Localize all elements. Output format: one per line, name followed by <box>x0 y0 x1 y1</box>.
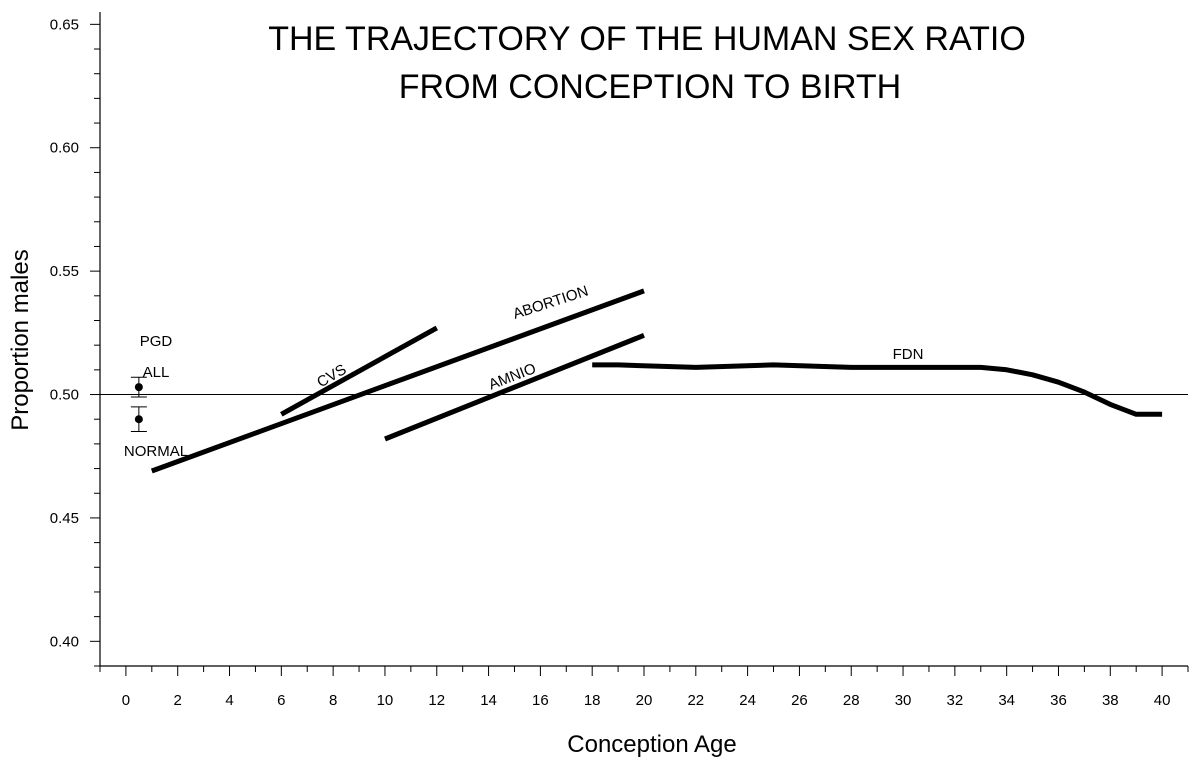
label-fdn: FDN <box>893 346 924 363</box>
annotation-pgd: PGD <box>140 333 173 350</box>
series-line-amnio <box>384 332 645 442</box>
x-tick-label: 2 <box>174 692 182 709</box>
x-tick-label: 22 <box>687 692 704 709</box>
x-tick-label: 34 <box>998 692 1015 709</box>
x-tick-label: 36 <box>1050 692 1067 709</box>
data-point-normal <box>134 415 143 424</box>
chart-title-line-1: THE TRAJECTORY OF THE HUMAN SEX RATIO <box>268 20 1026 58</box>
x-tick-label: 30 <box>895 692 912 709</box>
axes <box>99 12 1188 667</box>
chart-marks <box>100 288 1188 474</box>
annotation-normal: NORMAL <box>124 443 188 460</box>
x-tick-label: 0 <box>122 692 130 709</box>
y-tick-label: 0.60 <box>50 140 79 157</box>
x-tick-label: 26 <box>791 692 808 709</box>
y-tick-label: 0.50 <box>50 387 79 404</box>
x-tick-label: 4 <box>225 692 233 709</box>
ticks: 0.400.450.500.550.600.650 2 4 6 8 10 12 14 16 18 2… <box>50 16 1189 709</box>
data-point-all <box>134 383 143 392</box>
y-axis-title: Proportion males <box>7 249 34 430</box>
x-tick-label: 6 <box>277 692 285 709</box>
x-tick-label: 14 <box>480 692 497 709</box>
x-tick-label: 8 <box>329 692 337 709</box>
x-tick-label: 20 <box>636 692 653 709</box>
x-tick-label: 18 <box>584 692 601 709</box>
y-tick-label: 0.40 <box>50 633 79 650</box>
x-tick-label: 38 <box>1102 692 1119 709</box>
series-line-cvs <box>280 325 439 417</box>
x-tick-label: 40 <box>1154 692 1171 709</box>
x-tick-label: 28 <box>843 692 860 709</box>
y-tick-label: 0.65 <box>50 16 79 33</box>
y-tick-label: 0.55 <box>50 263 79 280</box>
annotation-all: ALL <box>143 364 170 381</box>
x-tick-label: 32 <box>947 692 964 709</box>
x-axis-title: Conception Age <box>567 731 736 758</box>
chart-title-line-2: FROM CONCEPTION TO BIRTH <box>399 68 901 106</box>
series-line-abortion <box>150 288 645 474</box>
x-tick-label: 12 <box>428 692 445 709</box>
y-tick-label: 0.45 <box>50 510 79 527</box>
x-tick-label: 24 <box>739 692 756 709</box>
series-line-fdn <box>592 362 1163 417</box>
x-tick-label: 16 <box>532 692 549 709</box>
x-tick-label: 10 <box>377 692 394 709</box>
